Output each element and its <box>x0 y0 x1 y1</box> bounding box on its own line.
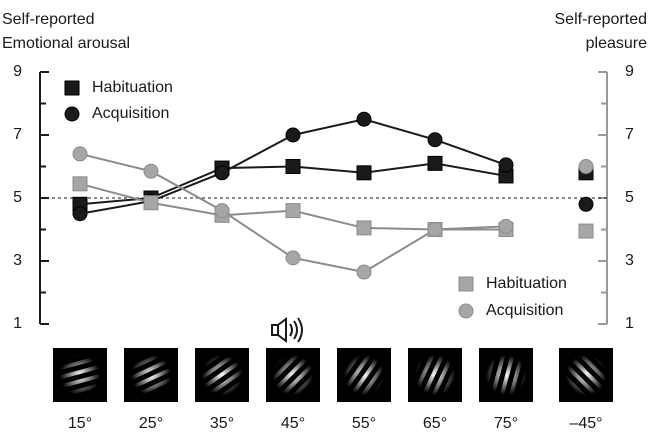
gabor-stripes <box>479 348 533 402</box>
legend-label: Habituation <box>92 79 173 96</box>
y2-tick-label: 3 <box>625 252 634 269</box>
y-tick-label: 3 <box>13 252 22 269</box>
square-marker <box>143 195 159 211</box>
legend-label: Habituation <box>486 275 567 292</box>
x-tick-label: 15° <box>68 415 92 432</box>
circle-marker <box>285 250 301 266</box>
circle-marker <box>214 165 230 181</box>
circle-marker <box>498 218 514 234</box>
x-tick-label: 75° <box>494 415 518 432</box>
circle-marker <box>427 132 443 148</box>
y2-tick-label: 5 <box>625 189 634 206</box>
gabor-stripes <box>559 348 613 402</box>
y-tick-label: 1 <box>13 315 22 332</box>
circle-marker <box>72 206 88 222</box>
circle-marker <box>285 127 301 143</box>
square-marker <box>578 223 594 239</box>
y2-axis-title: pleasure <box>586 35 647 52</box>
circle-marker <box>498 157 514 173</box>
legend-marker <box>64 106 80 122</box>
circle-marker <box>578 196 594 212</box>
x-tick-label: 35° <box>210 415 234 432</box>
circle-marker <box>578 159 594 174</box>
circle-marker <box>356 264 372 280</box>
legend-label: Acquisition <box>92 105 169 122</box>
gabor-stripes <box>53 348 107 402</box>
gabor-stripes <box>337 348 391 402</box>
speaker-icon <box>271 317 303 343</box>
square-marker <box>356 165 372 181</box>
square-marker <box>285 203 301 219</box>
y-tick-label: 9 <box>13 63 22 80</box>
gabor-stripes <box>195 348 249 402</box>
y2-axis-title: Self-reported <box>555 11 648 28</box>
x-tick-label: 55° <box>352 415 376 432</box>
y2-tick-label: 1 <box>625 315 634 332</box>
legend-marker <box>458 276 474 292</box>
x-tick-label: 25° <box>139 415 163 432</box>
gabor-stripes <box>408 348 462 402</box>
circle-marker <box>427 222 443 237</box>
gabor-stripes <box>124 348 178 402</box>
square-marker <box>72 176 88 192</box>
y-axis-title: Emotional arousal <box>2 35 130 52</box>
y-axis-title: Self-reported <box>2 11 95 28</box>
gabor-stripes <box>266 348 320 402</box>
legend-marker <box>458 303 474 319</box>
x-tick-label: –45° <box>569 415 602 432</box>
circle-marker <box>72 146 88 162</box>
circle-marker <box>143 163 159 179</box>
x-tick-label: 45° <box>281 415 305 432</box>
y2-tick-label: 9 <box>625 63 634 80</box>
square-marker <box>285 159 301 174</box>
square-marker <box>356 220 372 236</box>
circle-marker <box>356 111 372 127</box>
circle-marker <box>214 203 230 219</box>
legend-marker <box>64 80 80 96</box>
y2-tick-label: 7 <box>625 126 634 143</box>
x-tick-label: 65° <box>423 415 447 432</box>
legend-label: Acquisition <box>486 302 563 319</box>
square-marker <box>427 155 443 171</box>
y-tick-label: 5 <box>13 189 22 206</box>
y-tick-label: 7 <box>13 126 22 143</box>
